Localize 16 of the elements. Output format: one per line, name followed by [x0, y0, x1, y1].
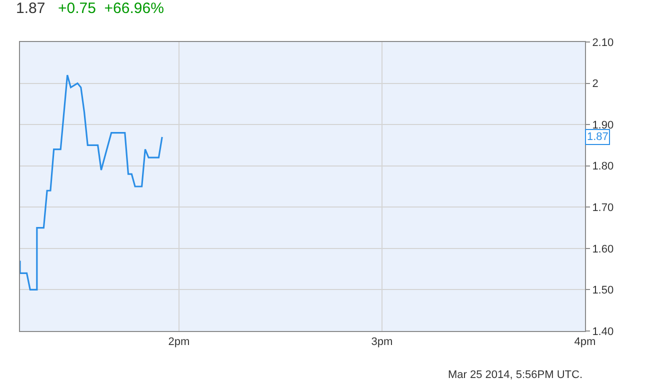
- y-tick-label: 1.50: [592, 284, 614, 297]
- y-tick-label: 1.60: [592, 243, 614, 256]
- x-tick-label: 4pm: [574, 336, 596, 348]
- y-tick-label: 1.70: [592, 202, 614, 214]
- y-tick-label: 1.80: [592, 160, 614, 173]
- annotation: 1.87: [587, 131, 608, 143]
- x-tick-label: 2pm: [168, 336, 190, 348]
- line-series: [20, 74, 163, 291]
- chart-title: 1.87: [16, 0, 46, 17]
- y-tick-label: 2.10: [592, 36, 614, 49]
- y-tick-label: 1.40: [592, 326, 614, 338]
- chart-subtitle: +0.75 +66.96%: [58, 0, 164, 17]
- y-tick-label: 1.90: [592, 119, 614, 132]
- y-tick-label: 2: [592, 78, 598, 90]
- x-tick-label: 3pm: [371, 336, 393, 348]
- text: Mar 25 2014, 5:56PM UTC.: [448, 369, 583, 381]
